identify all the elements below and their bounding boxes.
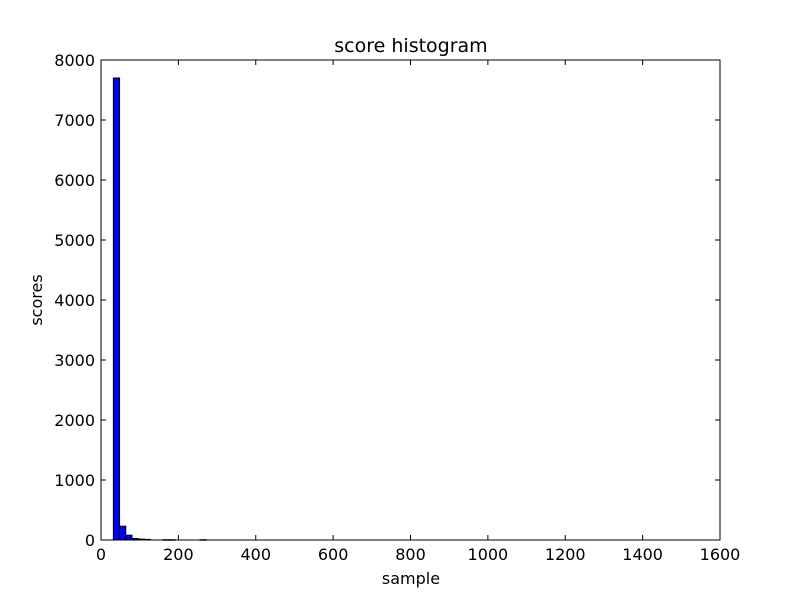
- y-axis: 0 1000 2000 3000 4000 5000 6000 7000 8000: [54, 51, 720, 550]
- y-tick-label: 7000: [54, 111, 95, 130]
- y-tick-label: 5000: [54, 231, 95, 250]
- x-tick-label: 600: [318, 545, 349, 564]
- y-tick-label: 1000: [54, 471, 95, 490]
- x-tick-label: 1200: [545, 545, 586, 564]
- plot-frame: [100, 59, 721, 541]
- y-tick-label: 6000: [54, 171, 95, 190]
- y-tick-label: 4000: [54, 291, 95, 310]
- y-axis-label: scores: [27, 274, 46, 325]
- x-tick-label: 1000: [468, 545, 509, 564]
- x-tick-label: 1600: [700, 545, 741, 564]
- x-tick-label: 1400: [622, 545, 663, 564]
- bars-group: [112, 77, 207, 541]
- x-tick-label: 0: [96, 545, 106, 564]
- y-tick-label: 2000: [54, 411, 95, 430]
- x-tick-label: 200: [163, 545, 194, 564]
- histogram-bar-0: [112, 77, 121, 541]
- x-tick-label: 400: [240, 545, 271, 564]
- y-tick-label: 8000: [54, 51, 95, 70]
- y-tick-label: 3000: [54, 351, 95, 370]
- histogram-bar-1: [119, 525, 127, 541]
- histogram-bar-2: [125, 534, 133, 541]
- x-tick-label: 800: [395, 545, 426, 564]
- x-axis: 0 200 400 600 800 1000 1200 1400 1600: [96, 60, 740, 564]
- y-tick-label: 0: [85, 531, 95, 550]
- chart-title: score histogram: [334, 35, 487, 57]
- x-axis-label: sample: [382, 569, 440, 588]
